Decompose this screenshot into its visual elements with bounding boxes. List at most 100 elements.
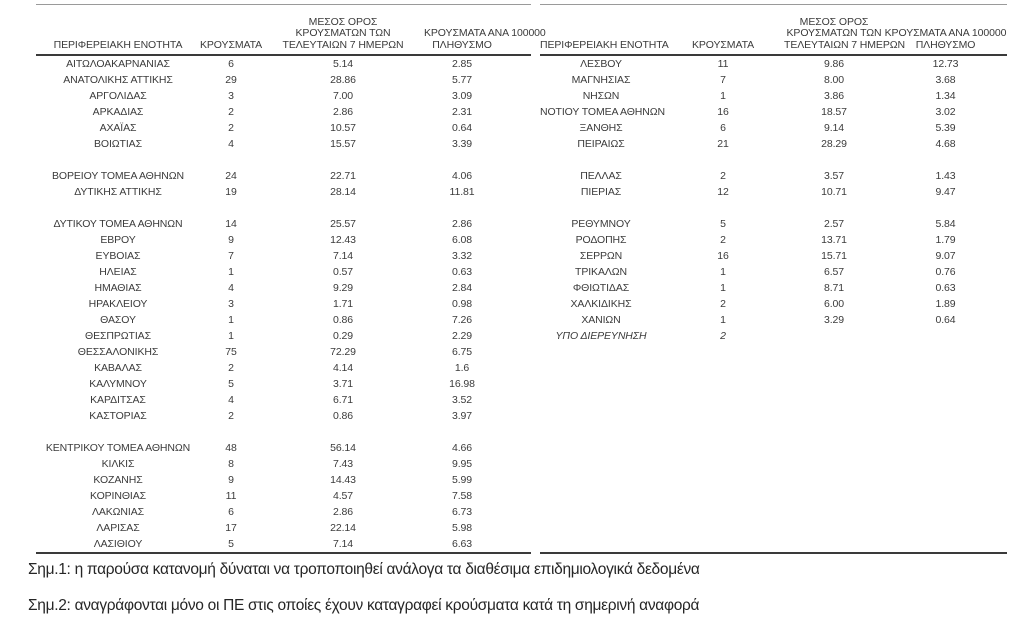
region-cell: ΘΑΣΟΥ (100, 314, 136, 326)
avg7-cell: 9.86 (823, 58, 845, 70)
avg7-cell: 18.57 (821, 106, 847, 118)
per100k-cell: 2.86 (451, 218, 473, 230)
column-header-per-100000: ΚΡΟΥΣΜΑΤΑ ΑΝΑ 100000 ΠΛΗΘΥΣΜΟ (884, 27, 1007, 51)
cases-cell: 19 (225, 186, 237, 198)
region-cell: ΛΑΡΙΣΑΣ (96, 522, 140, 534)
table-row: ΛΑΚΩΝΙΑΣ 6 2.86 6.73 (36, 504, 531, 520)
table-row-spacer (540, 152, 1007, 168)
cases-cell: 16 (717, 250, 729, 262)
avg7-cell: 28.29 (821, 138, 847, 150)
per100k-cell: 5.98 (451, 522, 473, 534)
region-cell: ΑΧΑΪΑΣ (99, 122, 137, 134)
table-row: ΚΑΒΑΛΑΣ 2 4.14 1.6 (36, 360, 531, 376)
table-row: ΛΕΣΒΟΥ 11 9.86 12.73 (540, 56, 1007, 72)
per100k-cell: 0.63 (451, 266, 473, 278)
table-row: ΠΕΙΡΑΙΩΣ 21 28.29 4.68 (540, 136, 1007, 152)
per100k-cell: 2.31 (451, 106, 473, 118)
avg7-cell: 22.14 (330, 522, 356, 534)
table-row: ΛΑΣΙΘΙΟΥ 5 7.14 6.63 (36, 536, 531, 552)
header-line: ΜΕΣΟΣ ΟΡΟΣ (799, 15, 869, 28)
region-cell: ΑΙΤΩΛΟΑΚΑΡΝΑΝΙΑΣ (66, 58, 170, 70)
region-cell: ΧΑΛΚΙΔΙΚΗΣ (570, 298, 632, 310)
cases-cell: 75 (225, 346, 237, 358)
per100k-cell: 5.84 (935, 218, 956, 230)
per100k-cell: 2.29 (451, 330, 473, 342)
header-line: ΤΕΛΕΥΤΑΙΩΝ 7 ΗΜΕΡΩΝ (784, 38, 905, 51)
avg7-cell: 6.57 (823, 266, 845, 278)
per100k-cell: 7.26 (451, 314, 473, 326)
cases-cell: 4 (228, 138, 234, 150)
table-row: ΚΕΝΤΡΙΚΟΥ ΤΟΜΕΑ ΑΘΗΝΩΝ 48 56.14 4.66 (36, 440, 531, 456)
cases-cell: 1 (228, 266, 234, 278)
table-row: ΠΕΛΛΑΣ 2 3.57 1.43 (540, 168, 1007, 184)
column-header-regional-unit: ΠΕΡΙΦΕΡΕΙΑΚΗ ΕΝΟΤΗΤΑ (540, 38, 669, 51)
avg7-cell: 4.14 (332, 362, 354, 374)
per100k-cell: 3.09 (451, 90, 473, 102)
per100k-cell: 6.73 (451, 506, 473, 518)
cases-cell: 1 (720, 266, 726, 278)
cases-cell: 2 (228, 106, 234, 118)
table-row: ΧΑΛΚΙΔΙΚΗΣ 2 6.00 1.89 (540, 296, 1007, 312)
region-cell: ΑΡΓΟΛΙΔΑΣ (89, 90, 147, 102)
table-header-row: ΠΕΡΙΦΕΡΕΙΑΚΗ ΕΝΟΤΗΤΑ ΚΡΟΥΣΜΑΤΑ ΜΕΣΟΣ ΟΡΟ… (540, 5, 1007, 56)
header-line: ΜΕΣΟΣ ΟΡΟΣ (308, 15, 378, 28)
table-row: ΘΑΣΟΥ 1 0.86 7.26 (36, 312, 531, 328)
column-header-7day-average: ΜΕΣΟΣ ΟΡΟΣ ΚΡΟΥΣΜΑΤΩΝ ΤΩΝ ΤΕΛΕΥΤΑΙΩΝ 7 Η… (784, 15, 905, 52)
table-row: ΦΘΙΩΤΙΔΑΣ 1 8.71 0.63 (540, 280, 1007, 296)
avg7-cell: 22.71 (330, 170, 356, 182)
avg7-cell: 5.14 (332, 58, 354, 70)
table-row: ΚΑΡΔΙΤΣΑΣ 4 6.71 3.52 (36, 392, 531, 408)
region-cell: ΤΡΙΚΑΛΩΝ (575, 266, 627, 278)
regional-table-left: ΠΕΡΙΦΕΡΕΙΑΚΗ ΕΝΟΤΗΤΑ ΚΡΟΥΣΜΑΤΑ ΜΕΣΟΣ ΟΡΟ… (36, 4, 546, 554)
avg7-cell: 0.86 (332, 410, 354, 422)
region-cell: ΛΕΣΒΟΥ (580, 58, 622, 70)
cases-cell: 21 (717, 138, 729, 150)
region-cell: ΞΑΝΘΗΣ (579, 122, 623, 134)
region-cell: ΜΑΓΝΗΣΙΑΣ (571, 74, 631, 86)
header-line: ΚΡΟΥΣΜΑΤΩΝ ΤΩΝ (786, 27, 882, 39)
region-cell: ΝΗΣΩΝ (582, 90, 620, 102)
header-line: ΤΕΛΕΥΤΑΙΩΝ 7 ΗΜΕΡΩΝ (282, 38, 404, 51)
cases-cell: 2 (720, 298, 726, 310)
table-row: ΚΟΡΙΝΘΙΑΣ 11 4.57 7.58 (36, 488, 531, 504)
per100k-cell: 3.32 (451, 250, 473, 262)
per100k-cell: 4.68 (935, 138, 956, 150)
cases-cell: 29 (225, 74, 237, 86)
avg7-cell: 15.71 (821, 250, 847, 262)
table-row: ΡΕΘΥΜΝΟΥ 5 2.57 5.84 (540, 216, 1007, 232)
per100k-cell: 1.34 (935, 90, 956, 102)
cases-cell: 4 (228, 282, 234, 294)
per100k-cell: 6.75 (451, 346, 473, 358)
per100k-cell: 11.81 (449, 186, 475, 198)
region-cell: ΛΑΣΙΘΙΟΥ (93, 538, 143, 550)
per100k-cell: 3.68 (935, 74, 956, 86)
region-cell: ΛΑΚΩΝΙΑΣ (91, 506, 145, 518)
table-row: ΑΙΤΩΛΟΑΚΑΡΝΑΝΙΑΣ 6 5.14 2.85 (36, 56, 531, 72)
avg7-cell: 3.29 (823, 314, 845, 326)
per100k-cell: 7.58 (451, 490, 473, 502)
region-cell: ΔΥΤΙΚΟΥ ΤΟΜΕΑ ΑΘΗΝΩΝ (53, 218, 183, 230)
column-header-cases: ΚΡΟΥΣΜΑΤΑ (200, 38, 263, 51)
avg7-cell: 72.29 (330, 346, 356, 358)
per100k-cell: 0.63 (935, 282, 956, 294)
per100k-cell: 1.6 (454, 362, 470, 374)
per100k-cell: 9.07 (935, 250, 956, 262)
per100k-cell: 0.64 (451, 122, 473, 134)
column-header-per-100000: ΚΡΟΥΣΜΑΤΑ ΑΝΑ 100000 ΠΛΗΘΥΣΜΟ (424, 27, 546, 51)
region-cell: ΡΕΘΥΜΝΟΥ (571, 218, 631, 230)
avg7-cell: 8.71 (823, 282, 845, 294)
cases-cell: 1 (228, 314, 234, 326)
avg7-cell: 0.29 (332, 330, 354, 342)
cases-cell: 2 (228, 362, 234, 374)
per100k-cell: 1.89 (935, 298, 956, 310)
table-row: ΒΟΙΩΤΙΑΣ 4 15.57 3.39 (36, 136, 531, 152)
region-cell: ΗΡΑΚΛΕΙΟΥ (88, 298, 148, 310)
cases-cell: 48 (225, 442, 237, 454)
cases-cell: 2 (228, 122, 234, 134)
cases-cell: 14 (225, 218, 237, 230)
table-row: ΞΑΝΘΗΣ 6 9.14 5.39 (540, 120, 1007, 136)
region-cell: ΚΟΖΑΝΗΣ (93, 474, 143, 486)
header-line: ΚΡΟΥΣΜΑΤΑ ΑΝΑ 100000 (884, 27, 1007, 39)
per100k-cell: 6.08 (451, 234, 473, 246)
cases-cell: 12 (717, 186, 729, 198)
